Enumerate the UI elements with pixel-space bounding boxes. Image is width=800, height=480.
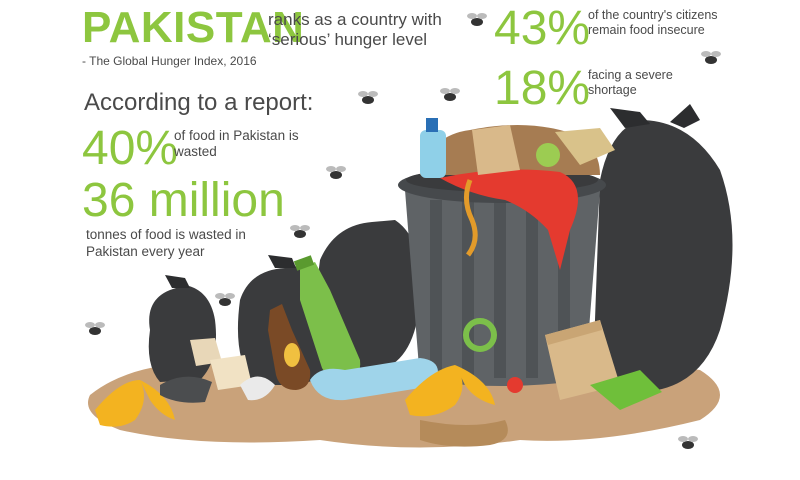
fly-icon [290,225,310,238]
stat-severe-shortage-text: facing a severe shortage [588,68,673,97]
fly-icon [85,322,105,335]
stat-food-insecure-value: 43% [494,2,591,55]
paper-scrap [210,355,252,390]
fly-icon [358,91,378,104]
garbage-bag-icon [148,275,216,382]
paper-bag-icon [472,125,520,175]
fly-icon [326,166,346,179]
bottle-icon [293,255,361,381]
paper-scrap [190,338,222,366]
bottle-icon [268,304,311,390]
fly-icon [467,13,487,26]
tomato [507,377,523,393]
bread [420,420,508,447]
fly-icon [678,436,698,449]
can [160,376,212,403]
stat-tonnes-value: 36 million [82,174,285,227]
apple-core [463,318,497,352]
stat-food-wasted-text: of food in Pakistan is wasted [174,128,299,159]
green-cup [590,370,662,410]
report-intro: According to a report: [84,89,314,116]
paper-bag-icon [545,320,620,400]
bottle-icon [310,358,438,401]
headline-subtitle: ranks as a country with ‘serious’ hunger… [268,10,442,49]
fly-icon [215,293,235,306]
ketchup-spill [440,169,578,270]
eggshell [240,376,275,401]
headline-country: PAKISTAN [82,3,305,52]
bottle-icon [420,130,446,178]
banana-peel-icon [95,365,495,427]
stat-tonnes-text: tonnes of food is wasted in Pakistan eve… [86,227,246,259]
fly-icon [701,51,721,64]
stat-severe-shortage-value: 18% [494,62,591,115]
fly-icon [440,88,460,101]
overflow-trash [420,118,615,270]
garbage-bag-icon [594,104,733,392]
source-citation: - The Global Hunger Index, 2016 [82,54,257,68]
stat-food-wasted-value: 40% [82,122,179,175]
stat-food-insecure-text: of the country's citizens remain food in… [588,8,718,37]
